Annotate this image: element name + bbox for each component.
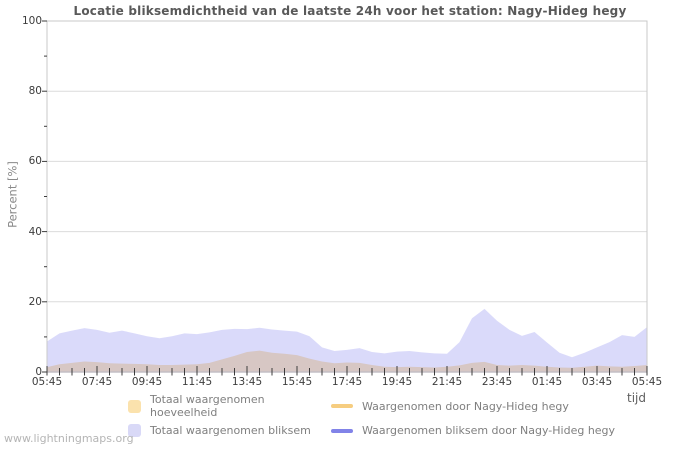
x-tick-label: 23:45 [481,376,513,388]
chart-title: Locatie bliksemdichtheid van de laatste … [73,4,627,18]
legend-item: Waargenomen door Nagy-Hideg hegy [331,393,615,419]
x-tick-label: 09:45 [131,376,163,388]
x-tick-label: 21:45 [431,376,463,388]
legend-item: Waargenomen bliksem door Nagy-Hideg hegy [331,424,615,437]
legend-item: Totaal waargenomen bliksem [128,424,331,437]
legend-label: Waargenomen bliksem door Nagy-Hideg hegy [362,424,616,437]
x-tick-label: 03:45 [581,376,613,388]
y-tick-label: 100 [21,15,42,27]
chart-legend: Totaal waargenomen hoeveelheid Waargenome… [128,393,615,437]
legend-label: Totaal waargenomen hoeveelheid [150,393,265,419]
legend-area-swatch [128,399,141,413]
y-tick-label: 80 [28,85,42,98]
y-tick-label: 20 [28,295,42,308]
x-tick-label: 19:45 [381,376,413,388]
legend-area-swatch [128,424,141,437]
area-series [47,308,647,372]
legend-line-swatch [331,404,353,408]
legend-line-swatch [331,428,353,433]
x-tick-label: 01:45 [531,376,563,388]
watermark-link[interactable]: www.lightningmaps.org [4,432,134,445]
x-axis-label: tijd [627,391,646,405]
legend-item: Totaal waargenomen hoeveelheid [128,393,331,419]
y-tick-label: 60 [28,155,42,168]
x-tick-label: 05:45 [631,376,663,388]
x-tick-label: 11:45 [181,376,213,388]
legend-label: Totaal waargenomen bliksem [150,424,311,437]
legend-label: Waargenomen door Nagy-Hideg hegy [362,399,569,413]
x-tick-label: 17:45 [331,376,363,388]
plot-border [46,20,648,373]
y-tick-label: 0 [35,366,42,378]
y-tick-label: 40 [28,225,42,238]
x-tick-label: 13:45 [231,376,263,388]
x-tick-label: 07:45 [81,376,113,388]
x-tick-label: 15:45 [281,376,313,388]
x-tick-label: 05:45 [31,376,63,388]
